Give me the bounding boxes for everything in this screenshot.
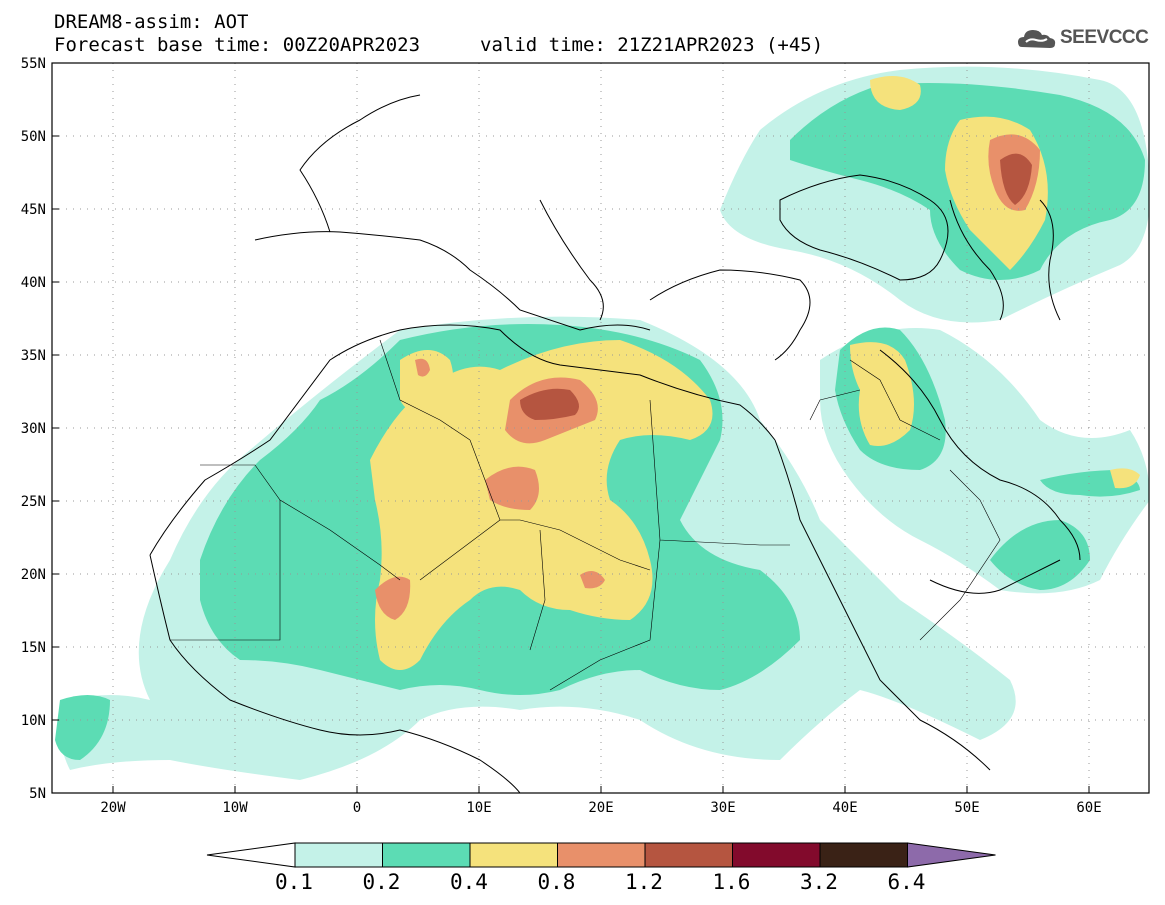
coastlines [149, 94, 1081, 793]
lon-tick-label: 60E [1076, 800, 1101, 816]
lat-tick-label: 15N [21, 640, 46, 656]
lon-tick-label: 20E [588, 800, 613, 816]
lat-tick-label: 20N [21, 567, 46, 583]
tick-marks [52, 135, 1090, 793]
colorbar-label: 1.2 [625, 870, 663, 894]
cloud-icon [1018, 30, 1056, 48]
map-title: DREAM8-assim: AOT [54, 11, 249, 33]
lat-tick-label: 45N [21, 202, 46, 218]
lat-tick-label: 5N [29, 786, 46, 802]
lon-tick-label: 10E [466, 800, 491, 816]
lat-tick-label: 35N [21, 348, 46, 364]
lon-tick-label: 0 [353, 800, 361, 816]
forecast-base-time: Forecast base time: 00Z20APR2023 [54, 34, 421, 56]
graticule [52, 63, 1149, 793]
lat-tick-label: 25N [21, 494, 46, 510]
aot-field [55, 66, 1149, 780]
lon-tick-label: 10W [222, 800, 248, 816]
lon-tick-label: 40E [832, 800, 857, 816]
colorbar-label: 0.1 [275, 870, 313, 894]
valid-time: valid time: 21Z21APR2023 (+45) [480, 34, 824, 56]
country-borders [170, 339, 1001, 691]
lat-tick-label: 50N [21, 129, 46, 145]
lon-tick-label: 50E [954, 800, 979, 816]
colorbar-label: 1.6 [712, 870, 751, 894]
lat-tick-label: 30N [21, 421, 46, 437]
lon-tick-label: 30E [710, 800, 735, 816]
colorbar-label: 0.4 [450, 870, 488, 894]
lat-tick-label: 40N [21, 275, 46, 291]
colorbar-label: 0.2 [362, 870, 401, 894]
lat-tick-label: 10N [21, 713, 46, 729]
colorbar-label: 3.2 [800, 870, 838, 894]
colorbar-label: 0.8 [537, 870, 576, 894]
colorbar-label: 6.4 [887, 870, 926, 894]
lon-tick-label: 20W [100, 800, 126, 816]
logo-text: SEEVCCC [1060, 27, 1149, 48]
lat-tick-label: 55N [21, 56, 46, 72]
